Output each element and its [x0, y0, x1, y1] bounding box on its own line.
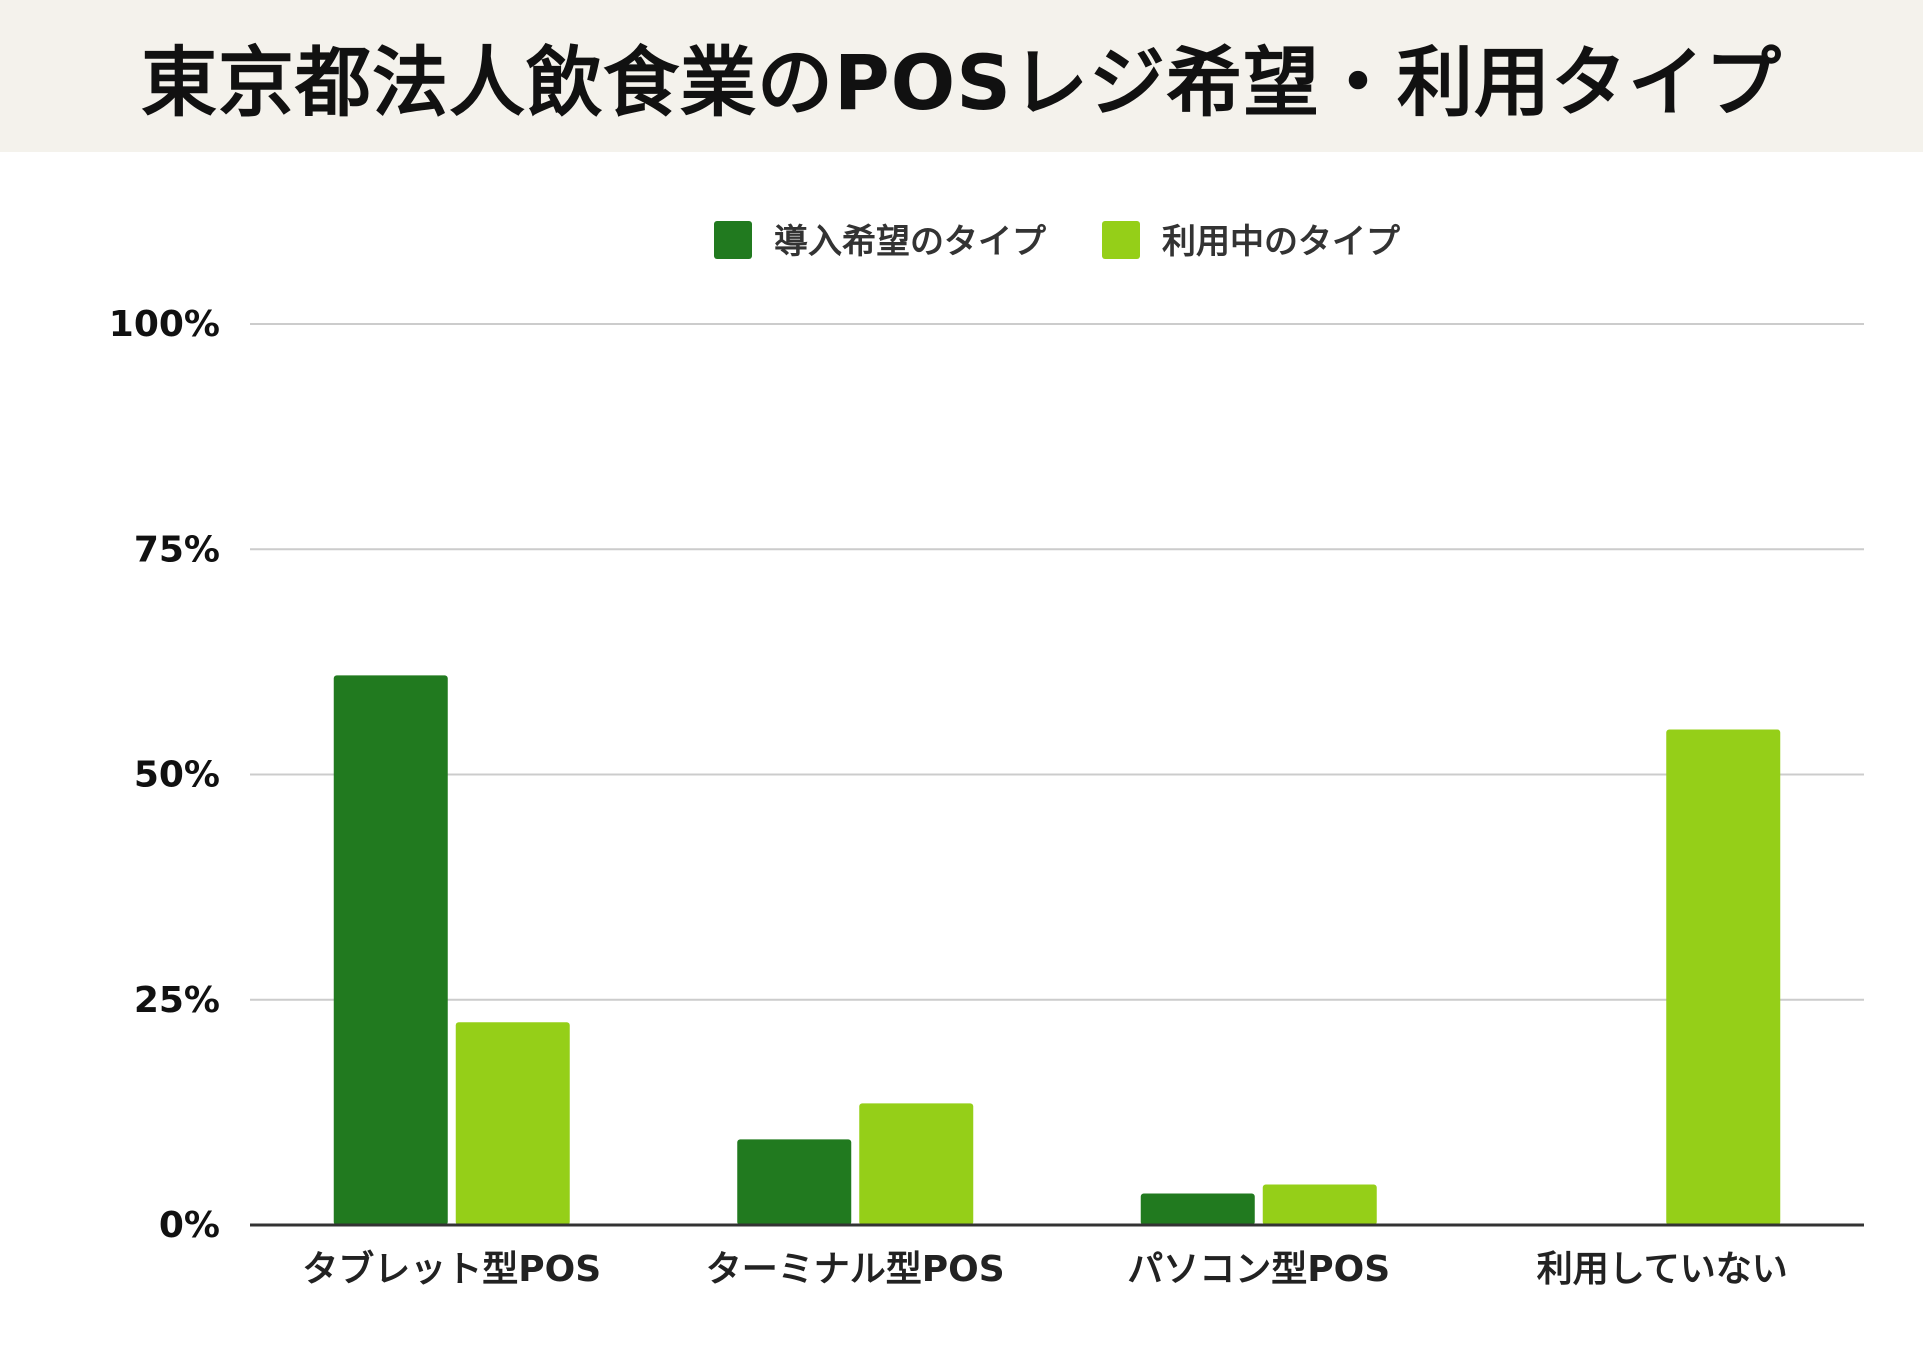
bars: [333, 675, 1781, 1225]
bar-in-use-0: [455, 1022, 570, 1225]
chart-area: 0% 25% 50% 75% 100% タブレット型POS ターミナル型POS パソコン型PO…: [0, 152, 1923, 1350]
x-tick-label: タブレット型POS: [302, 1248, 601, 1290]
bar-desired-0: [333, 675, 448, 1225]
bar-chart: 0% 25% 50% 75% 100% タブレット型POS ターミナル型POS パソコン型PO…: [109, 221, 1864, 1290]
legend-label-0: 導入希望のタイプ: [774, 222, 1046, 262]
grid-lines: [250, 323, 1864, 1001]
bar-in-use-3: [1666, 729, 1781, 1225]
bar-in-use-1: [859, 1103, 974, 1225]
legend-swatch-0: [714, 221, 752, 259]
bar-desired-2: [1140, 1193, 1255, 1225]
y-tick-label: 50%: [134, 755, 220, 796]
chart-title: 東京都法人飲食業のPOSレジ希望・利用タイプ: [140, 38, 1783, 127]
x-tick-label: パソコン型POS: [1127, 1249, 1390, 1290]
bar-desired-1: [737, 1139, 852, 1225]
legend-swatch-1: [1102, 221, 1140, 259]
legend: 導入希望のタイプ 利用中のタイプ: [714, 221, 1400, 262]
bar-in-use-2: [1262, 1184, 1377, 1225]
y-tick-label: 75%: [134, 529, 220, 570]
y-tick-label: 100%: [109, 304, 220, 345]
y-tick-label: 0%: [159, 1205, 220, 1246]
title-bar: 東京都法人飲食業のPOSレジ希望・利用タイプ: [0, 0, 1923, 152]
y-tick-label: 25%: [134, 980, 220, 1021]
x-tick-label: 利用していない: [1537, 1249, 1788, 1290]
x-tick-label: ターミナル型POS: [706, 1249, 1005, 1290]
legend-label-1: 利用中のタイプ: [1162, 222, 1400, 262]
axes: 0% 25% 50% 75% 100% タブレット型POS ターミナル型POS パソコン型PO…: [109, 304, 1864, 1290]
